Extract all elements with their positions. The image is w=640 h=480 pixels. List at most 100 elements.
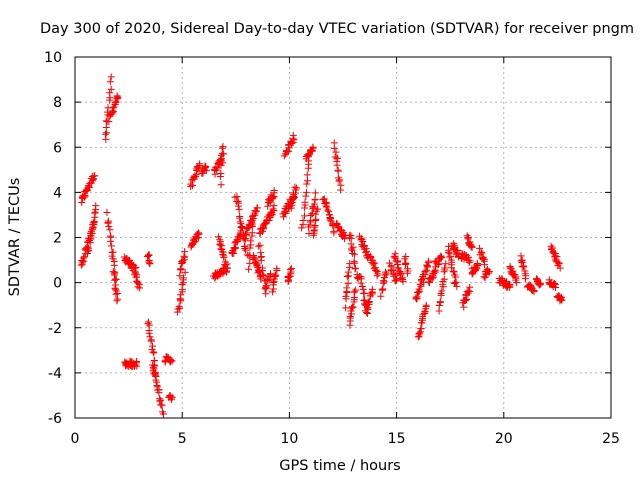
data-point [473, 265, 481, 273]
data-point [228, 248, 236, 256]
data-point [110, 261, 118, 269]
y-tick-label: 10 [44, 50, 62, 66]
data-point [421, 267, 429, 275]
data-point [105, 222, 113, 230]
data-point [273, 266, 281, 274]
data-point [246, 259, 254, 267]
data-point [337, 186, 345, 194]
data-point [403, 269, 411, 277]
data-point [440, 275, 448, 283]
data-point [155, 389, 163, 397]
data-point [286, 266, 294, 274]
data-point [324, 206, 332, 214]
data-point [111, 276, 119, 284]
data-point [173, 308, 181, 316]
data-point [242, 230, 250, 238]
data-point [506, 282, 514, 290]
data-point [270, 202, 278, 210]
data-point [481, 274, 489, 282]
data-point [520, 263, 528, 271]
data-point [131, 269, 139, 277]
data-point [348, 303, 356, 311]
data-point [304, 152, 312, 160]
data-point [485, 268, 493, 276]
data-point [498, 276, 506, 284]
data-point [222, 261, 230, 269]
data-point [291, 183, 299, 191]
data-point [517, 257, 525, 265]
data-point [246, 244, 254, 252]
data-point [465, 258, 473, 266]
data-point [199, 169, 207, 177]
data-point [237, 220, 245, 228]
data-point [112, 98, 120, 106]
data-point [146, 260, 154, 268]
data-point [107, 237, 115, 245]
data-point [111, 99, 119, 107]
data-point [264, 202, 272, 210]
data-point [143, 252, 151, 260]
data-point [288, 198, 296, 206]
data-point [217, 181, 225, 189]
data-point [451, 243, 459, 251]
data-point [289, 131, 297, 139]
data-point [332, 148, 340, 156]
data-point [422, 301, 430, 309]
data-point [444, 248, 452, 256]
data-point [334, 167, 342, 175]
data-point [112, 290, 120, 298]
data-point [105, 118, 113, 126]
data-point [109, 268, 117, 276]
data-point [285, 144, 293, 152]
y-tick-label: 0 [53, 276, 62, 292]
data-point [181, 248, 189, 256]
data-point [438, 287, 446, 295]
data-point [558, 296, 566, 304]
data-point [292, 184, 300, 192]
data-point [412, 294, 420, 302]
data-point [146, 333, 154, 341]
data-point [269, 205, 277, 213]
data-point [287, 265, 295, 273]
data-point [402, 260, 410, 268]
data-point [91, 209, 99, 217]
data-point [219, 143, 227, 151]
data-point [218, 155, 226, 163]
data-point [414, 333, 422, 341]
data-point [343, 284, 351, 292]
data-point [144, 318, 152, 326]
data-point [269, 192, 277, 200]
data-point [144, 320, 152, 328]
data-point [84, 244, 92, 252]
data-point [333, 219, 341, 227]
data-point [430, 267, 438, 275]
data-point [113, 92, 121, 100]
data-point [104, 219, 112, 227]
data-point [351, 288, 359, 296]
data-point [145, 329, 153, 337]
data-point [364, 304, 372, 312]
data-point [521, 275, 529, 283]
data-point [106, 78, 114, 86]
data-point [379, 277, 387, 285]
data-point [248, 229, 256, 237]
data-point [216, 241, 224, 249]
data-point [349, 249, 357, 257]
x-tick-labels: 0 5 10 15 20 25 [71, 431, 620, 447]
data-point [91, 172, 99, 180]
data-point [132, 359, 140, 367]
data-point [90, 217, 98, 225]
data-point [348, 304, 356, 312]
x-tick-label: 20 [495, 431, 513, 447]
data-point [77, 261, 85, 269]
data-point [272, 271, 280, 279]
data-point [368, 285, 376, 293]
data-point [242, 246, 250, 254]
data-point [159, 410, 167, 418]
data-point [415, 288, 423, 296]
data-point [219, 159, 227, 167]
data-point [342, 292, 350, 300]
data-point [557, 296, 565, 304]
data-point [106, 226, 114, 234]
data-point [358, 282, 366, 290]
